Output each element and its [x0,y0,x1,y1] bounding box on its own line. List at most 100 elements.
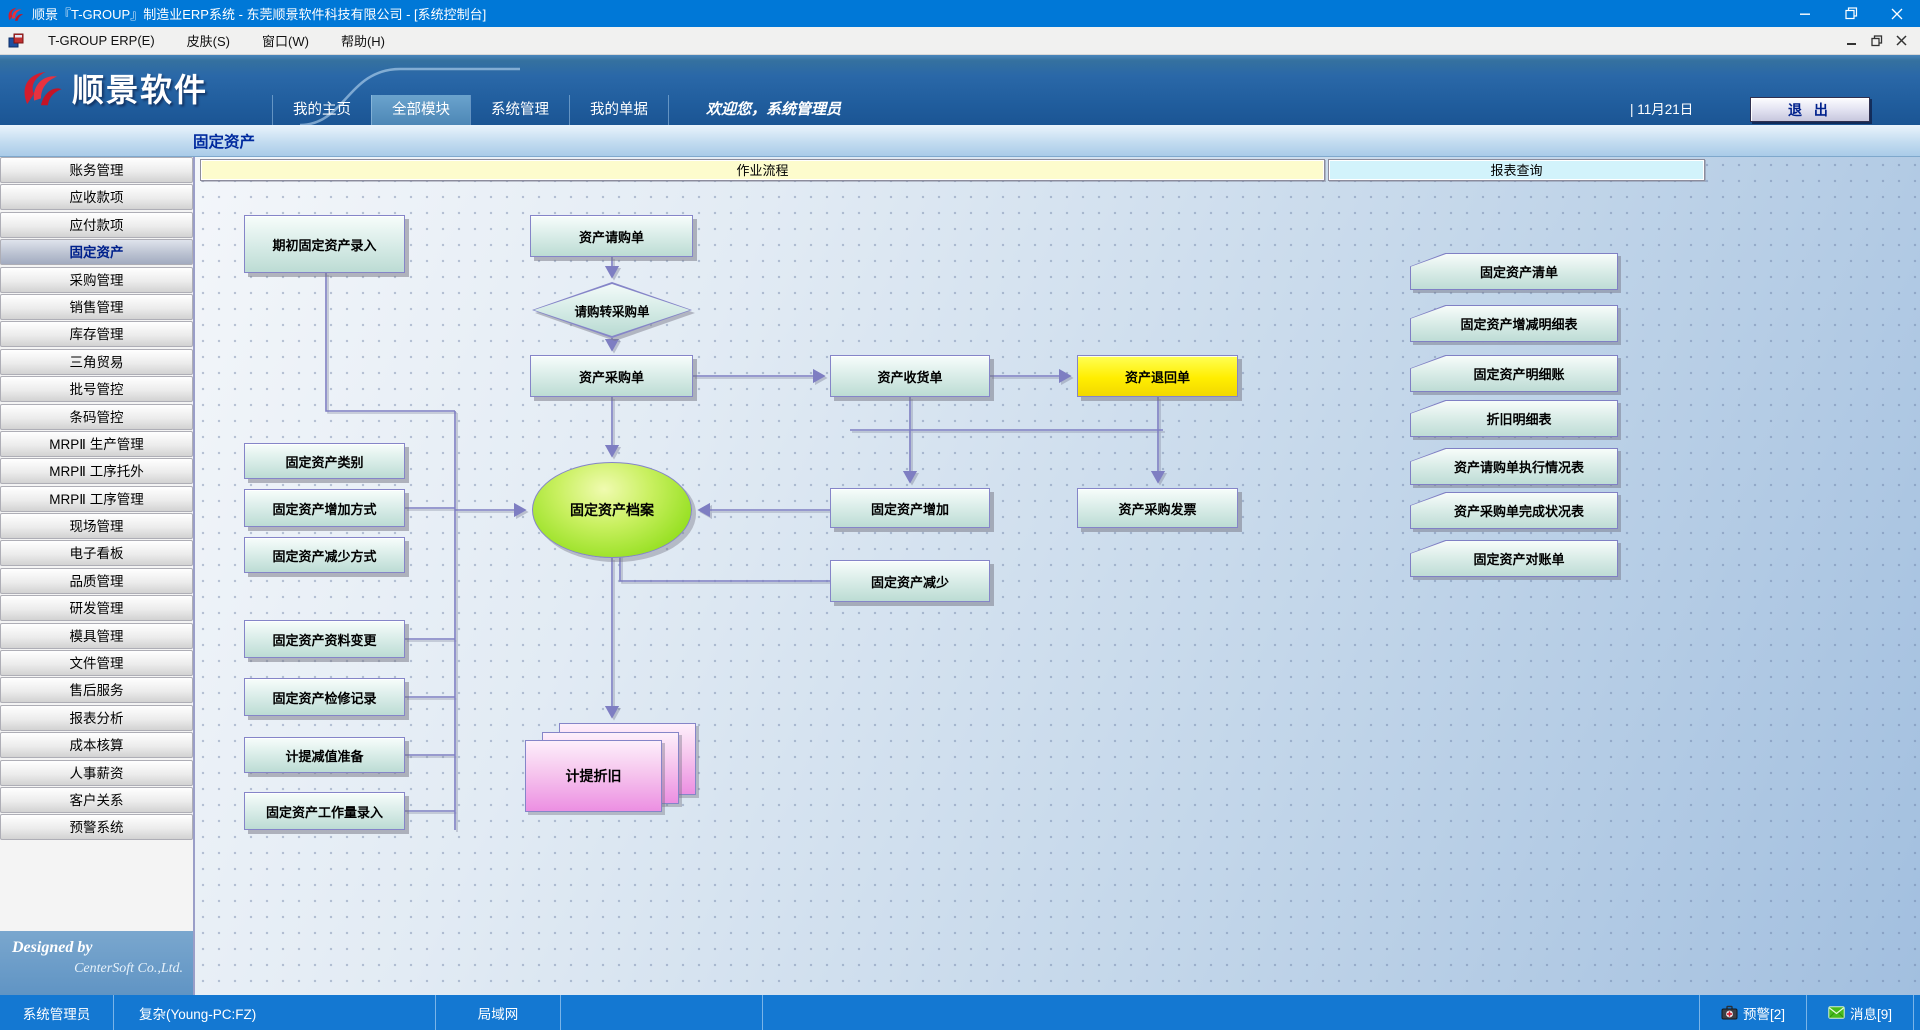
node-workload-entry[interactable]: 固定资产工作量录入 [244,792,405,830]
node-asset-return[interactable]: 资产退回单 [1077,355,1238,397]
node-impairment-provision[interactable]: 计提减值准备 [244,737,405,773]
menu-tgroup-erp[interactable]: T-GROUP ERP(E) [48,33,155,48]
welcome-message: 欢迎您，系统管理员 [706,101,842,118]
node-asset-purchase-invoice[interactable]: 资产采购发票 [1077,488,1238,528]
sidebar-item-24[interactable]: 客户关系 [0,786,193,813]
report-item-3[interactable]: 固定资产明细账 [1410,355,1618,392]
node-asset-purchase-order[interactable]: 资产采购单 [530,355,693,397]
status-spacer [762,995,1699,1030]
node-initial-fixed-asset-entry[interactable]: 期初固定资产录入 [244,215,405,273]
designed-by-panel: Designed by CenterSoft Co.,Ltd. [0,931,193,995]
status-end-separator [1913,995,1920,1030]
status-empty-cell [560,995,762,1030]
report-item-7[interactable]: 固定资产对账单 [1410,540,1618,577]
sidebar-item-5[interactable]: 采购管理 [0,266,193,293]
tab-all-modules[interactable]: 全部模块 [371,95,470,125]
status-network: 局域网 [435,995,560,1030]
brand-logo: 顺景软件 [18,65,208,111]
alert-kit-icon [1721,1005,1738,1020]
sidebar-item-19[interactable]: 文件管理 [0,650,193,677]
window-restore-icon[interactable] [1828,0,1874,27]
sidebar-item-16[interactable]: 品质管理 [0,567,193,594]
sidebar-item-14[interactable]: 现场管理 [0,513,193,540]
designed-by-text: Designed by [12,939,93,956]
report-item-6[interactable]: 资产采购单完成状况表 [1410,492,1618,529]
sidebar-item-9[interactable]: 批号管控 [0,376,193,403]
menu-help[interactable]: 帮助(H) [340,34,385,49]
date-value: 11月21日 [1637,102,1694,117]
statusbar: 系统管理员 复杂(Young-PC:FZ) 局域网 预警[2] 消息[9] [0,995,1920,1030]
report-item-4[interactable]: 折旧明细表 [1410,400,1618,437]
status-workstation: 复杂(Young-PC:FZ) [113,995,435,1030]
node-fixed-asset-archive[interactable]: 固定资产档案 [532,462,692,558]
brand-logo-icon [24,71,62,106]
sidebar-item-10[interactable]: 条码管控 [0,403,193,430]
reports-section-header: 报表查询 [1328,159,1705,181]
sidebar-item-18[interactable]: 模具管理 [0,622,193,649]
child-minimize-icon[interactable] [1839,30,1864,52]
flowchart-canvas: 作业流程 报表查询 [195,157,1920,995]
node-asset-receipt[interactable]: 资产收货单 [830,355,990,397]
menu-window[interactable]: 窗口(W) [262,34,309,49]
sidebar-item-21[interactable]: 报表分析 [0,704,193,731]
sidebar-item-15[interactable]: 电子看板 [0,540,193,567]
message-envelope-icon [1828,1006,1845,1019]
report-item-5[interactable]: 资产请购单执行情况表 [1410,448,1618,485]
window-close-icon[interactable] [1874,0,1920,27]
node-asset-inspection-record[interactable]: 固定资产检修记录 [244,678,405,716]
node-asset-category[interactable]: 固定资产类别 [244,443,405,479]
menu-skin[interactable]: 皮肤(S) [186,34,231,49]
page-title: 固定资产 [193,133,256,151]
child-restore-icon[interactable] [1864,30,1889,52]
node-asset-add-method[interactable]: 固定资产增加方式 [244,489,405,527]
tab-system-management[interactable]: 系统管理 [470,95,569,125]
status-messages-label: 消息[9] [1849,1006,1892,1022]
tab-my-documents[interactable]: 我的单据 [569,95,669,125]
node-request-to-purchase[interactable]: 请购转采购单 [532,282,692,338]
sidebar-item-23[interactable]: 人事薪资 [0,759,193,786]
sidebar-filler [0,842,193,931]
sidebar-item-12[interactable]: MRPⅡ 工序托外 [0,458,193,485]
brand-name: 顺景软件 [72,72,209,108]
sidebar-item-25[interactable]: 预警系统 [0,814,193,841]
sidebar-item-4[interactable]: 固定资产 [0,239,193,266]
titlebar: 顺景『T-GROUP』制造业ERP系统 - 东莞顺景软件科技有限公司 - [系统… [0,0,1920,27]
sidebar-item-7[interactable]: 库存管理 [0,321,193,348]
sidebar-item-1[interactable]: 账务管理 [0,157,193,183]
sidebar-item-11[interactable]: MRPⅡ 生产管理 [0,430,193,457]
window-title: 顺景『T-GROUP』制造业ERP系统 - 东莞顺景软件科技有限公司 - [系统… [32,7,487,22]
node-asset-data-change[interactable]: 固定资产资料变更 [244,620,405,658]
report-item-1[interactable]: 固定资产清单 [1410,253,1618,290]
status-messages[interactable]: 消息[9] [1806,995,1913,1030]
main-tabs: 我的主页 全部模块 系统管理 我的单据 [272,95,669,125]
node-fixed-asset-decrease[interactable]: 固定资产减少 [830,560,990,602]
banner-swoosh-decoration [300,67,520,125]
sidebar-item-13[interactable]: MRPⅡ 工序管理 [0,485,193,512]
module-sidebar: 账务管理 应收款项 应付款项 固定资产 采购管理 销售管理 库存管理 三角贸易 批号管控 条码管控… [0,157,195,995]
company-name: CenterSoft Co.,Ltd. [74,961,183,976]
current-date: | 11月21日 [1630,98,1693,118]
tab-my-home[interactable]: 我的主页 [272,95,371,125]
report-item-2[interactable]: 固定资产增减明细表 [1410,305,1618,342]
sidebar-item-17[interactable]: 研发管理 [0,595,193,622]
sidebar-item-6[interactable]: 销售管理 [0,293,193,320]
app-logo-icon [8,7,24,21]
module-list: 账务管理 应收款项 应付款项 固定资产 采购管理 销售管理 库存管理 三角贸易 批号管控 条码管控… [0,157,193,842]
status-alerts[interactable]: 预警[2] [1699,995,1806,1030]
date-separator: | [1630,102,1634,117]
status-alerts-label: 预警[2] [1742,1006,1785,1022]
workflow-section-header: 作业流程 [200,159,1325,181]
sidebar-item-8[interactable]: 三角贸易 [0,348,193,375]
window-minimize-icon[interactable] [1782,0,1828,27]
sidebar-item-20[interactable]: 售后服务 [0,677,193,704]
exit-button[interactable]: 退 出 [1750,97,1870,122]
sidebar-item-3[interactable]: 应付款项 [0,211,193,238]
node-depreciation[interactable]: 计提折旧 [525,740,662,812]
node-asset-reduce-method[interactable]: 固定资产减少方式 [244,537,405,573]
node-fixed-asset-increase[interactable]: 固定资产增加 [830,488,990,528]
sidebar-item-2[interactable]: 应收款项 [0,184,193,211]
sidebar-item-22[interactable]: 成本核算 [0,732,193,759]
node-asset-request[interactable]: 资产请购单 [530,215,693,257]
child-close-icon[interactable] [1889,30,1914,52]
